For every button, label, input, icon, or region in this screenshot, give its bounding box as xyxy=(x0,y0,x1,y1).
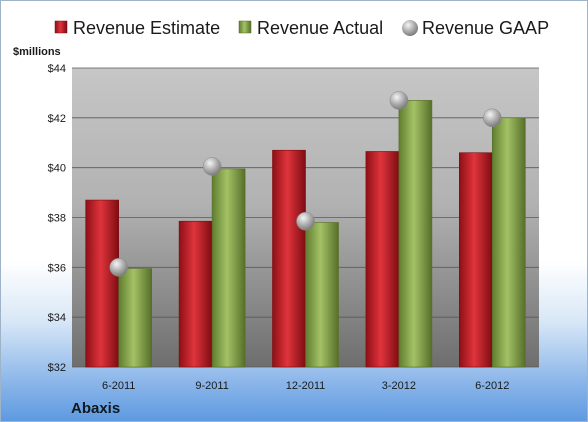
legend-label-revenue-actual: Revenue Actual xyxy=(257,18,383,38)
y-tick-label: $32 xyxy=(48,362,66,374)
y-tick-label: $44 xyxy=(48,63,66,75)
y-tick-label: $38 xyxy=(48,213,66,225)
y-tick-label: $34 xyxy=(48,312,66,324)
x-tick-label: 3-2012 xyxy=(382,380,416,392)
bar-revenue-estimate xyxy=(458,152,493,368)
gaap-markers xyxy=(109,91,502,277)
x-tick-label: 6-2011 xyxy=(102,380,135,392)
legend-marker-revenue-gaap xyxy=(402,20,418,36)
x-axis-ticks: 6-2011 9-2011 12-2011 3-2012 6-2012 xyxy=(102,380,509,392)
bar-revenue-actual xyxy=(118,268,152,368)
bar-revenue-estimate xyxy=(365,151,400,368)
bar-revenue-estimate xyxy=(178,220,213,368)
legend: Revenue Estimate Revenue Actual Revenue … xyxy=(54,18,549,38)
y-tick-label: $40 xyxy=(48,163,66,175)
x-tick-label: 9-2011 xyxy=(195,380,228,392)
y-axis-ticks: $32 $34 $36 $38 $40 $42 $44 xyxy=(48,63,66,374)
bar-revenue-actual xyxy=(491,117,526,368)
y-axis-unit-label: $millions xyxy=(13,46,61,58)
legend-label-revenue-gaap: Revenue GAAP xyxy=(422,18,549,38)
marker-revenue-gaap xyxy=(389,91,409,110)
marker-revenue-gaap xyxy=(296,211,315,231)
legend-label-revenue-estimate: Revenue Estimate xyxy=(73,18,220,38)
bar-revenue-actual xyxy=(398,100,433,368)
legend-swatch-revenue-estimate xyxy=(54,20,68,34)
y-tick-label: $36 xyxy=(48,262,66,274)
marker-revenue-gaap xyxy=(202,157,222,176)
y-tick-label: $42 xyxy=(48,113,66,125)
bars xyxy=(85,100,526,368)
bar-revenue-actual xyxy=(211,168,246,368)
marker-revenue-gaap xyxy=(483,108,502,128)
marker-revenue-gaap xyxy=(109,258,128,277)
bar-revenue-estimate xyxy=(85,199,119,368)
legend-swatch-revenue-actual xyxy=(238,20,252,34)
x-tick-label: 6-2012 xyxy=(475,380,509,392)
bar-revenue-estimate xyxy=(272,149,306,368)
company-label: Abaxis xyxy=(71,400,120,417)
x-tick-label: 12-2011 xyxy=(286,380,326,392)
bar-revenue-actual xyxy=(305,222,339,368)
